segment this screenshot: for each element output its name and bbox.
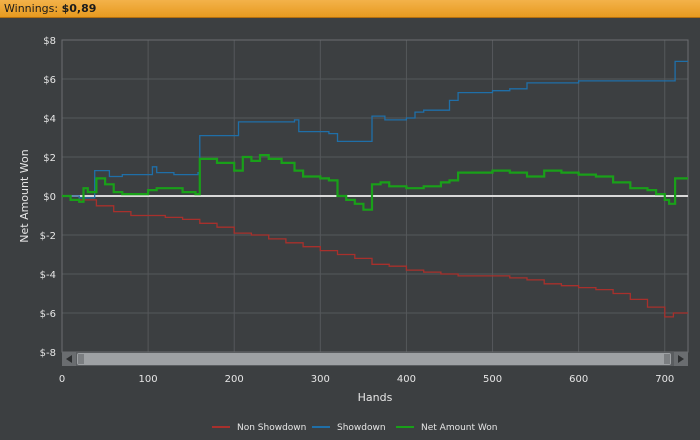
- x-tick-label: 600: [569, 374, 588, 385]
- x-tick-label: 300: [311, 374, 330, 385]
- series-line-net-amount-won: [62, 154, 688, 211]
- x-axis-ticks: 0 100 200 300 400 500 600 700: [59, 374, 674, 385]
- y-axis-ticks: $8 $6 $4 $2 $0 $-2 $-4 $-6 $-8: [40, 36, 56, 359]
- y-tick-label: $0: [43, 192, 56, 203]
- scrollbar-thumb-right-grip[interactable]: [664, 354, 670, 364]
- winnings-header: Winnings: $0,89: [0, 0, 700, 18]
- chart-area: $8 $6 $4 $2 $0 $-2 $-4 $-6 $-8 0 100 200 300 400 500 6…: [0, 18, 700, 440]
- x-axis-title: Hands: [358, 391, 393, 404]
- scrollbar-thumb[interactable]: [77, 353, 671, 365]
- y-tick-label: $4: [43, 114, 56, 125]
- x-tick-label: 500: [483, 374, 502, 385]
- winnings-value: $0,89: [61, 2, 97, 15]
- horizontal-scrollbar[interactable]: [62, 352, 688, 366]
- y-tick-label: $-2: [40, 231, 56, 242]
- y-tick-label: $-6: [40, 309, 56, 320]
- legend-label: Non Showdown: [237, 423, 306, 433]
- x-tick-label: 400: [397, 374, 416, 385]
- series-group: [62, 60, 688, 318]
- scroll-right-arrow-icon: [678, 355, 684, 363]
- y-tick-label: $6: [43, 75, 56, 86]
- y-axis-title: Net Amount Won: [18, 149, 31, 242]
- net-won-chart: $8 $6 $4 $2 $0 $-2 $-4 $-6 $-8 0 100 200 300 400 500 6…: [18, 36, 689, 433]
- scrollbar-thumb-left-grip[interactable]: [78, 354, 84, 364]
- legend-item-showdown: Showdown: [312, 423, 386, 433]
- y-tick-label: $-4: [40, 270, 56, 281]
- y-tick-label: $-8: [40, 348, 56, 359]
- legend-label: Net Amount Won: [421, 423, 497, 433]
- legend: Non Showdown Showdown Net Amount Won: [212, 423, 497, 433]
- y-tick-label: $2: [43, 153, 56, 164]
- x-tick-label: 0: [59, 374, 65, 385]
- series-line-non-showdown: [62, 195, 688, 318]
- scroll-left-arrow-icon: [66, 355, 72, 363]
- legend-label: Showdown: [337, 423, 386, 433]
- x-tick-label: 100: [139, 374, 158, 385]
- x-tick-label: 700: [655, 374, 674, 385]
- winnings-label: Winnings:: [4, 2, 59, 15]
- x-tick-label: 200: [225, 374, 244, 385]
- legend-item-non-showdown: Non Showdown: [212, 423, 306, 433]
- y-tick-label: $8: [43, 36, 56, 47]
- legend-item-net-amount-won: Net Amount Won: [396, 423, 497, 433]
- series-line-showdown: [62, 60, 688, 199]
